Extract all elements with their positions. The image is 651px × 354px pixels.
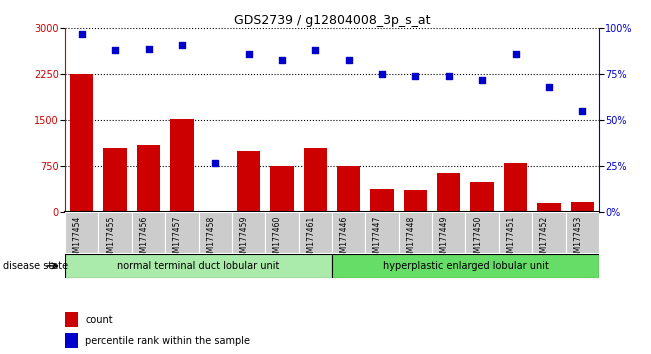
- Text: hyperplastic enlarged lobular unit: hyperplastic enlarged lobular unit: [383, 261, 548, 271]
- Bar: [104, 148, 127, 212]
- Point: [143, 46, 154, 51]
- Bar: [232, 212, 266, 253]
- Bar: [65, 333, 79, 348]
- Text: GSM177448: GSM177448: [406, 216, 415, 262]
- Bar: [303, 148, 327, 212]
- Bar: [98, 212, 132, 253]
- Text: GSM177459: GSM177459: [240, 216, 249, 262]
- Text: normal terminal duct lobular unit: normal terminal duct lobular unit: [117, 261, 280, 271]
- Text: GSM177455: GSM177455: [106, 216, 115, 262]
- Bar: [537, 203, 561, 212]
- Point: [544, 84, 554, 90]
- Point: [77, 31, 87, 37]
- Text: GSM177460: GSM177460: [273, 216, 282, 262]
- Text: count: count: [85, 315, 113, 325]
- Text: GSM177457: GSM177457: [173, 216, 182, 262]
- Bar: [437, 172, 460, 212]
- Title: GDS2739 / g12804008_3p_s_at: GDS2739 / g12804008_3p_s_at: [234, 14, 430, 27]
- Text: disease state: disease state: [3, 261, 68, 271]
- Bar: [365, 212, 398, 253]
- Bar: [170, 119, 193, 212]
- Point: [176, 42, 187, 48]
- Text: GSM177451: GSM177451: [506, 216, 516, 262]
- Text: GSM177447: GSM177447: [373, 216, 382, 262]
- Bar: [370, 189, 394, 212]
- Bar: [570, 202, 594, 212]
- Bar: [65, 312, 79, 327]
- Text: percentile rank within the sample: percentile rank within the sample: [85, 336, 251, 346]
- Bar: [204, 211, 227, 212]
- Bar: [566, 212, 599, 253]
- Point: [310, 47, 320, 53]
- Bar: [70, 74, 94, 212]
- Text: GSM177449: GSM177449: [440, 216, 449, 262]
- Bar: [499, 212, 533, 253]
- Bar: [332, 254, 599, 278]
- Point: [277, 57, 287, 62]
- Bar: [132, 212, 165, 253]
- Bar: [465, 212, 499, 253]
- Point: [577, 108, 587, 114]
- Bar: [199, 212, 232, 253]
- Point: [510, 51, 521, 57]
- Point: [443, 73, 454, 79]
- Text: GSM177454: GSM177454: [73, 216, 82, 262]
- Bar: [299, 212, 332, 253]
- Bar: [65, 254, 332, 278]
- Point: [377, 72, 387, 77]
- Point: [243, 51, 254, 57]
- Bar: [266, 212, 299, 253]
- Point: [210, 160, 221, 166]
- Bar: [398, 212, 432, 253]
- Bar: [337, 166, 361, 212]
- Bar: [65, 212, 98, 253]
- Point: [477, 77, 488, 83]
- Bar: [270, 166, 294, 212]
- Bar: [432, 212, 465, 253]
- Text: GSM177452: GSM177452: [540, 216, 549, 262]
- Text: GSM177458: GSM177458: [206, 216, 215, 262]
- Bar: [404, 190, 427, 212]
- Bar: [165, 212, 199, 253]
- Bar: [332, 212, 365, 253]
- Bar: [532, 212, 566, 253]
- Text: GSM177456: GSM177456: [139, 216, 148, 262]
- Text: GSM177450: GSM177450: [473, 216, 482, 262]
- Point: [410, 73, 421, 79]
- Bar: [504, 163, 527, 212]
- Bar: [137, 145, 160, 212]
- Point: [344, 57, 354, 62]
- Bar: [471, 182, 494, 212]
- Point: [110, 47, 120, 53]
- Bar: [237, 151, 260, 212]
- Text: GSM177461: GSM177461: [307, 216, 315, 262]
- Text: GSM177453: GSM177453: [574, 216, 582, 262]
- Text: GSM177446: GSM177446: [340, 216, 349, 262]
